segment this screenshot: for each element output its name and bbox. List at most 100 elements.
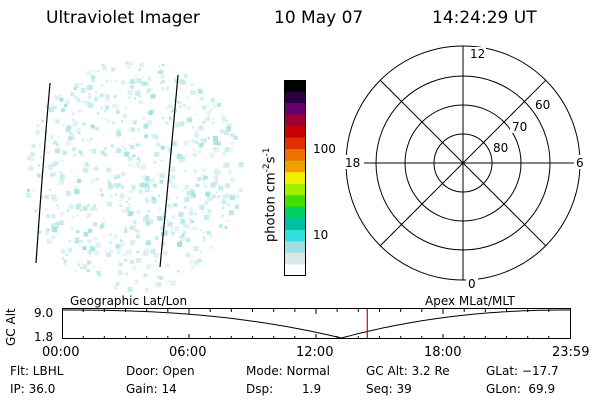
aurora-pixel bbox=[113, 284, 119, 290]
aurora-pixel bbox=[76, 98, 81, 103]
aurora-pixel bbox=[156, 276, 159, 279]
colorbar-segment bbox=[284, 183, 306, 196]
aurora-pixel bbox=[147, 120, 153, 126]
geographic-image-panel bbox=[26, 61, 244, 292]
aurora-pixel bbox=[40, 156, 43, 159]
aurora-pixel bbox=[185, 154, 187, 157]
aurora-pixel bbox=[199, 96, 204, 101]
aurora-pixel bbox=[211, 121, 215, 125]
aurora-pixel bbox=[153, 161, 156, 164]
aurora-pixel bbox=[182, 223, 187, 228]
aurora-pixel bbox=[154, 151, 160, 157]
aurora-pixel bbox=[125, 253, 128, 256]
aurora-pixel bbox=[186, 96, 189, 99]
aurora-pixel bbox=[78, 132, 81, 134]
aurora-pixel bbox=[180, 218, 184, 222]
aurora-pixel bbox=[70, 160, 73, 163]
aurora-pixel bbox=[130, 79, 136, 84]
aurora-pixel bbox=[86, 70, 92, 76]
aurora-pixel bbox=[126, 249, 132, 255]
aurora-pixel bbox=[65, 140, 71, 146]
orbit-xtick-3: 18:00 bbox=[424, 345, 462, 360]
aurora-pixel bbox=[38, 230, 42, 234]
aurora-pixel bbox=[222, 120, 225, 123]
colorbar-unit-label: photon cm-2s-1 bbox=[262, 148, 278, 242]
aurora-pixel bbox=[166, 145, 171, 151]
aurora-pixel bbox=[48, 107, 54, 113]
aurora-pixel bbox=[49, 189, 51, 191]
aurora-pixel bbox=[189, 259, 194, 264]
aurora-pixel bbox=[80, 88, 86, 93]
aurora-pixel bbox=[174, 78, 180, 84]
aurora-pixel bbox=[62, 257, 65, 260]
aurora-pixel bbox=[205, 116, 211, 121]
aurora-pixel bbox=[104, 147, 107, 150]
aurora-pixel bbox=[191, 220, 195, 224]
aurora-pixel bbox=[115, 109, 120, 114]
aurora-pixel bbox=[193, 149, 195, 152]
aurora-pixel bbox=[76, 230, 80, 234]
aurora-pixel bbox=[44, 165, 47, 168]
aurora-pixel bbox=[96, 270, 101, 275]
aurora-pixel bbox=[90, 206, 95, 211]
aurora-pixel bbox=[183, 169, 186, 172]
aurora-pixel bbox=[138, 62, 144, 68]
orbit-right-label: Apex MLat/MLT bbox=[425, 294, 515, 308]
aurora-pixel bbox=[221, 112, 224, 115]
aurora-pixel bbox=[86, 212, 92, 218]
aurora-pixel bbox=[57, 232, 60, 235]
aurora-pixel bbox=[137, 128, 141, 132]
aurora-pixel bbox=[67, 124, 72, 129]
orbit-xtick-0: 00:00 bbox=[42, 345, 80, 360]
aurora-pixel bbox=[46, 228, 50, 232]
aurora-pixel bbox=[135, 74, 138, 77]
unit-sup-2: -1 bbox=[262, 147, 272, 157]
aurora-pixel bbox=[165, 106, 169, 109]
aurora-pixel bbox=[76, 214, 79, 217]
aurora-pixel bbox=[168, 116, 172, 120]
aurora-pixel bbox=[90, 246, 95, 252]
aurora-pixel bbox=[218, 185, 224, 191]
aurora-pixel bbox=[176, 196, 179, 199]
aurora-pixel bbox=[143, 251, 149, 257]
aurora-pixel bbox=[212, 103, 218, 109]
aurora-pixel bbox=[214, 174, 218, 178]
aurora-pixel bbox=[216, 195, 220, 199]
aurora-pixel bbox=[59, 171, 63, 175]
aurora-pixel bbox=[74, 189, 80, 195]
aurora-pixel bbox=[112, 251, 114, 253]
aurora-pixel bbox=[141, 117, 145, 120]
polar-mlt-plot: 12 18 6 0 60 70 80 bbox=[342, 45, 588, 291]
aurora-pixel bbox=[158, 194, 161, 197]
aurora-pixel bbox=[213, 136, 218, 141]
aurora-pixel bbox=[159, 81, 163, 85]
aurora-pixel bbox=[128, 144, 132, 147]
aurora-pixel bbox=[51, 134, 54, 137]
aurora-pixel bbox=[143, 123, 149, 129]
aurora-pixel bbox=[126, 200, 129, 203]
aurora-pixel bbox=[109, 80, 112, 82]
aurora-pixel bbox=[192, 126, 195, 129]
aurora-pixel bbox=[46, 151, 49, 154]
aurora-pixel bbox=[138, 68, 142, 72]
aurora-pixel bbox=[116, 128, 121, 133]
aurora-pixel bbox=[185, 252, 190, 257]
aurora-pixel bbox=[56, 206, 60, 210]
aurora-pixel bbox=[131, 184, 136, 189]
aurora-pixel bbox=[57, 152, 60, 155]
aurora-pixel bbox=[56, 204, 59, 207]
aurora-pixel bbox=[179, 121, 184, 127]
aurora-pixel bbox=[107, 201, 113, 207]
aurora-pixel bbox=[209, 108, 213, 112]
aurora-pixel bbox=[30, 157, 35, 162]
aurora-pixel bbox=[74, 237, 80, 243]
aurora-pixel bbox=[194, 134, 199, 139]
aurora-pixel bbox=[233, 197, 236, 199]
aurora-pixel bbox=[82, 122, 86, 126]
colorbar-segment bbox=[284, 137, 306, 150]
aurora-pixel bbox=[111, 67, 116, 72]
aurora-pixel bbox=[183, 74, 188, 79]
aurora-pixel bbox=[213, 140, 219, 145]
aurora-pixel bbox=[88, 102, 94, 108]
aurora-pixel bbox=[122, 115, 125, 118]
